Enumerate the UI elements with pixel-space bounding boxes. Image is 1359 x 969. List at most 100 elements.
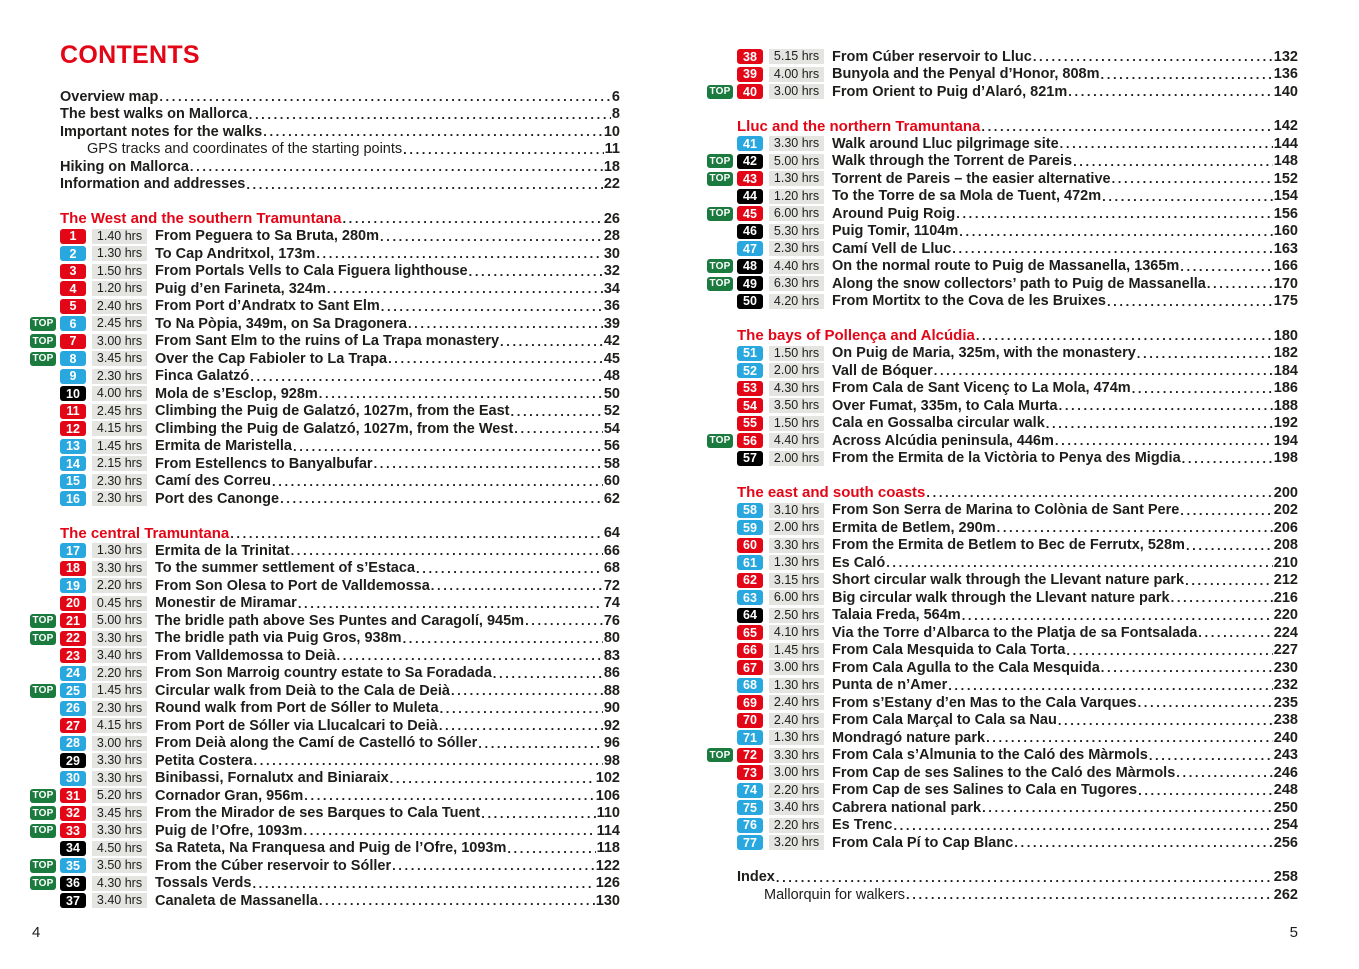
entry-page: 11 <box>604 141 620 158</box>
walk-row: 47 2.30 hrs Camí Vell de Lluc.............… <box>707 240 1298 258</box>
walk-title: Cala en Gossalba circular walk <box>832 415 1045 432</box>
duration-chip: 2.00 hrs <box>769 363 824 379</box>
walk-number-badge: 29 <box>60 753 86 769</box>
walk-title: Punta de n’Amer <box>832 677 948 694</box>
walk-row: 52 2.00 hrs Vall de Bóquer................… <box>707 362 1298 380</box>
dot-leader: ........................................… <box>893 817 1273 833</box>
walk-page: 80 <box>603 630 620 647</box>
walk-title: The bridle path above Ses Puntes and Car… <box>155 612 525 629</box>
walk-row: 46 5.30 hrs Puig Tomir, 1104m.............… <box>707 223 1298 241</box>
walk-number-badge: 71 <box>737 730 763 746</box>
entry-page: 142 <box>1273 118 1298 135</box>
duration-chip: 2.30 hrs <box>92 700 147 716</box>
walk-page: 192 <box>1273 415 1298 432</box>
walk-page: 45 <box>603 350 620 367</box>
top-badge: TOP <box>30 316 56 331</box>
walk-page: 148 <box>1273 153 1298 170</box>
walk-page: 212 <box>1273 572 1298 589</box>
walk-title: Along the snow collectors’ path to Puig … <box>832 275 1206 292</box>
walk-title: From the Cúber reservoir to Sóller <box>155 857 392 874</box>
duration-chip: 3.45 hrs <box>92 351 147 367</box>
walk-page: 39 <box>603 315 620 332</box>
walk-page: 248 <box>1273 782 1298 799</box>
walk-page: 202 <box>1273 502 1298 519</box>
gutter: TOP <box>30 806 60 821</box>
duration-chip: 3.15 hrs <box>769 572 824 588</box>
walk-number-badge: 42 <box>737 153 763 169</box>
dot-leader: ........................................… <box>430 578 603 594</box>
walk-row: 4 1.20 hrs Puig d’en Farineta, 324m.......… <box>30 280 620 298</box>
walk-title: From Son Serra de Marina to Colònia de S… <box>832 502 1180 519</box>
duration-chip: 1.30 hrs <box>769 171 824 187</box>
duration-chip: 1.50 hrs <box>769 415 824 431</box>
walk-title: Circular walk from Deià to the Cala de D… <box>155 682 450 699</box>
walk-number-badge: 52 <box>737 363 763 379</box>
toc-group: The east and south coasts...............… <box>707 484 1298 852</box>
walk-number-badge: 76 <box>737 817 763 833</box>
walk-number-badge: 51 <box>737 345 763 361</box>
duration-chip: 4.00 hrs <box>769 66 824 82</box>
walk-page: 60 <box>603 473 620 490</box>
walk-number-badge: 75 <box>737 800 763 816</box>
duration-chip: 2.30 hrs <box>92 368 147 384</box>
walk-page: 166 <box>1273 258 1298 275</box>
walk-row: 28 3.00 hrs From Deià along the Camí de Ca… <box>30 735 620 753</box>
dot-leader: ........................................… <box>956 206 1273 222</box>
gutter: TOP <box>30 351 60 366</box>
walk-page: 194 <box>1273 432 1298 449</box>
walk-title: Torrent de Pareis – the easier alternati… <box>832 170 1111 187</box>
walk-title: Climbing the Puig de Galatzó, 1027m, fro… <box>155 403 510 420</box>
walk-row: 67 3.00 hrs From Cala Agulla to the Cala M… <box>707 659 1298 677</box>
walk-row: TOP 45 6.00 hrs Around Puig Roig...........… <box>707 205 1298 223</box>
walk-title: Vall de Bóquer <box>832 362 933 379</box>
duration-chip: 3.40 hrs <box>92 893 147 909</box>
duration-chip: 1.50 hrs <box>92 263 147 279</box>
duration-chip: 3.30 hrs <box>769 747 824 763</box>
walk-row: 60 3.30 hrs From the Ermita de Betlem to B… <box>707 537 1298 555</box>
dot-leader: ........................................… <box>189 159 603 175</box>
dot-leader: ........................................… <box>500 333 603 349</box>
toc-entry-row: Index...................................… <box>707 869 1298 887</box>
dot-leader: ........................................… <box>510 403 603 419</box>
dot-leader: ........................................… <box>886 555 1273 571</box>
walk-number-badge: 54 <box>737 398 763 414</box>
walk-number-badge: 69 <box>737 695 763 711</box>
dot-leader: ........................................… <box>304 788 595 804</box>
walk-title: Binibassi, Fornalutx and Biniaraix <box>155 770 389 787</box>
walk-page: 186 <box>1273 380 1298 397</box>
duration-chip: 3.45 hrs <box>92 805 147 821</box>
walk-row: 34 4.50 hrs Sa Rateta, Na Franquesa and Pu… <box>30 840 620 858</box>
toc-page-right: 38 5.15 hrs From Cúber reservoir to Lluc..… <box>707 0 1298 969</box>
walk-page: 254 <box>1273 817 1298 834</box>
walk-page: 246 <box>1273 764 1298 781</box>
toc-entry-row: Mallorquin for walkers..................… <box>707 886 1298 904</box>
entry-label: GPS tracks and coordinates of the starti… <box>87 141 403 158</box>
duration-chip: 5.20 hrs <box>92 788 147 804</box>
dot-leader: ........................................… <box>952 241 1273 257</box>
duration-chip: 2.20 hrs <box>92 665 147 681</box>
top-badge: TOP <box>30 876 56 891</box>
walk-number-badge: 48 <box>737 258 763 274</box>
entry-page: 22 <box>603 176 620 193</box>
walk-number-badge: 34 <box>60 840 86 856</box>
walk-page: 62 <box>603 490 620 507</box>
toc-entry-row: Overview map............................… <box>30 88 620 106</box>
walk-row: 26 2.30 hrs Round walk from Port de Sóller… <box>30 700 620 718</box>
duration-chip: 2.30 hrs <box>92 491 147 507</box>
walk-number-badge: 1 <box>60 228 86 244</box>
walk-row: 29 3.30 hrs Petita Costera................… <box>30 752 620 770</box>
dot-leader: ........................................… <box>388 351 603 367</box>
walk-row: 5 2.40 hrs From Port d’Andratx to Sant Elm… <box>30 298 620 316</box>
walk-row: TOP 49 6.30 hrs Along the snow collectors’ … <box>707 275 1298 293</box>
walk-title: From the Ermita de Betlem to Bec de Ferr… <box>832 537 1185 554</box>
walk-title: To the summer settlement of s’Estaca <box>155 560 416 577</box>
walk-row: TOP 48 4.40 hrs On the normal route to Puig… <box>707 258 1298 276</box>
walk-title: From Cúber reservoir to Lluc <box>832 48 1032 65</box>
walk-row: 64 2.50 hrs Talaia Freda, 564m............… <box>707 607 1298 625</box>
walk-page: 154 <box>1273 188 1298 205</box>
walk-page: 54 <box>603 420 620 437</box>
walk-title: Puig d’en Farineta, 324m <box>155 280 326 297</box>
walk-row: 3 1.50 hrs From Portals Vells to Cala Figu… <box>30 263 620 281</box>
walk-row: 51 1.50 hrs On Puig de Maria, 325m, with t… <box>707 345 1298 363</box>
